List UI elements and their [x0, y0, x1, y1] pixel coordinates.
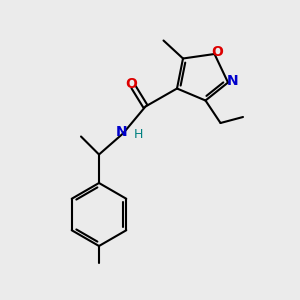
Text: O: O: [212, 45, 224, 58]
Text: N: N: [116, 125, 127, 139]
Text: N: N: [227, 74, 238, 88]
Text: O: O: [125, 77, 137, 91]
Text: H: H: [133, 128, 143, 142]
